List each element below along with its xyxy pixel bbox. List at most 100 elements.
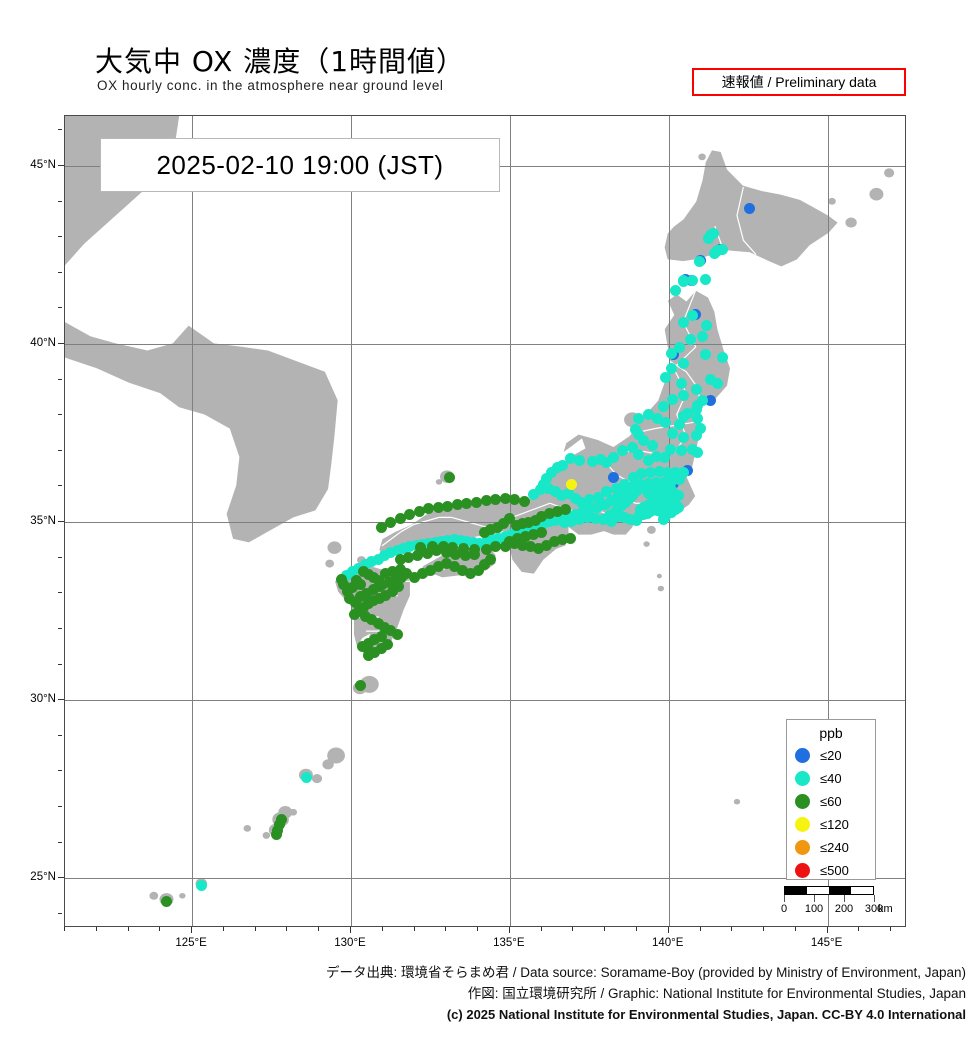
legend-item[interactable]: ≤500: [787, 859, 875, 882]
monitoring-station-point[interactable]: [444, 472, 455, 483]
monitoring-station-point[interactable]: [699, 273, 711, 285]
monitoring-station-point[interactable]: [642, 408, 654, 420]
monitoring-station-point[interactable]: [606, 495, 617, 507]
monitoring-station-point[interactable]: [704, 374, 716, 385]
monitoring-station-point[interactable]: [642, 455, 654, 467]
monitoring-station-point[interactable]: [366, 556, 378, 568]
monitoring-station-point[interactable]: [652, 412, 664, 424]
monitoring-station-point[interactable]: [598, 513, 610, 525]
monitoring-station-point[interactable]: [660, 511, 671, 523]
monitoring-station-point[interactable]: [666, 475, 678, 487]
monitoring-station-point[interactable]: [528, 488, 540, 500]
monitoring-station-point[interactable]: [593, 491, 605, 503]
monitoring-station-point[interactable]: [393, 580, 405, 592]
monitoring-station-point[interactable]: [612, 491, 624, 503]
monitoring-station-point[interactable]: [378, 621, 390, 633]
monitoring-station-point[interactable]: [696, 394, 708, 406]
monitoring-station-point[interactable]: [301, 772, 312, 784]
monitoring-station-point[interactable]: [673, 418, 685, 430]
monitoring-station-point[interactable]: [555, 489, 567, 501]
monitoring-station-point[interactable]: [448, 561, 460, 572]
monitoring-station-point[interactable]: [450, 548, 462, 560]
legend-item[interactable]: ≤120: [787, 813, 875, 836]
monitoring-station-point[interactable]: [712, 377, 724, 389]
monitoring-station-point[interactable]: [692, 447, 704, 459]
monitoring-station-point[interactable]: [544, 515, 555, 527]
monitoring-station-point[interactable]: [380, 568, 392, 580]
monitoring-station-point[interactable]: [417, 568, 428, 580]
monitoring-station-point[interactable]: [493, 532, 505, 544]
monitoring-station-point[interactable]: [340, 569, 352, 581]
monitoring-station-point[interactable]: [447, 542, 459, 554]
monitoring-station-point[interactable]: [480, 544, 492, 556]
monitoring-station-point[interactable]: [626, 441, 638, 453]
monitoring-station-point[interactable]: [355, 680, 366, 692]
monitoring-station-point[interactable]: [548, 536, 560, 548]
monitoring-station-point[interactable]: [556, 534, 568, 546]
monitoring-station-point[interactable]: [701, 319, 713, 331]
monitoring-station-point[interactable]: [604, 510, 616, 522]
monitoring-station-point[interactable]: [552, 505, 563, 517]
monitoring-station-point[interactable]: [389, 574, 401, 586]
legend-item[interactable]: ≤20: [787, 744, 875, 767]
monitoring-station-point[interactable]: [669, 285, 681, 296]
monitoring-station-point[interactable]: [504, 512, 516, 524]
monitoring-station-point[interactable]: [375, 642, 387, 654]
monitoring-station-point[interactable]: [685, 334, 697, 346]
monitoring-station-point[interactable]: [461, 536, 473, 548]
monitoring-station-point[interactable]: [442, 500, 454, 512]
monitoring-station-point[interactable]: [666, 348, 678, 360]
monitoring-station-point[interactable]: [504, 536, 516, 548]
monitoring-station-point[interactable]: [490, 541, 501, 553]
monitoring-station-point[interactable]: [550, 514, 562, 526]
monitoring-station-point[interactable]: [583, 504, 595, 515]
monitoring-station-point[interactable]: [375, 630, 387, 642]
monitoring-station-point[interactable]: [432, 501, 444, 513]
monitoring-station-point[interactable]: [382, 639, 393, 651]
monitoring-station-point[interactable]: [607, 472, 619, 483]
monitoring-station-point[interactable]: [499, 540, 511, 552]
monitoring-station-point[interactable]: [673, 489, 685, 501]
monitoring-station-point[interactable]: [633, 413, 644, 425]
monitoring-station-point[interactable]: [644, 467, 656, 479]
monitoring-station-point[interactable]: [650, 450, 662, 462]
monitoring-station-point[interactable]: [528, 529, 540, 540]
monitoring-station-point[interactable]: [413, 505, 425, 517]
monitoring-station-point[interactable]: [566, 479, 578, 491]
monitoring-station-point[interactable]: [518, 495, 530, 507]
monitoring-station-point[interactable]: [440, 546, 452, 558]
monitoring-station-point[interactable]: [509, 494, 521, 506]
monitoring-station-point[interactable]: [372, 553, 384, 565]
monitoring-station-point[interactable]: [633, 448, 644, 460]
monitoring-station-point[interactable]: [532, 543, 544, 555]
monitoring-station-point[interactable]: [391, 628, 403, 640]
monitoring-station-point[interactable]: [582, 512, 594, 524]
monitoring-station-point[interactable]: [432, 561, 444, 572]
monitoring-station-point[interactable]: [657, 400, 669, 412]
map-plot-area[interactable]: [64, 115, 906, 927]
monitoring-station-point[interactable]: [485, 524, 497, 536]
monitoring-station-point[interactable]: [552, 462, 563, 474]
monitoring-station-point[interactable]: [423, 503, 435, 514]
monitoring-station-point[interactable]: [478, 527, 490, 539]
monitoring-station-point[interactable]: [618, 512, 630, 524]
monitoring-station-point[interactable]: [696, 331, 708, 343]
monitoring-station-point[interactable]: [358, 602, 370, 613]
monitoring-station-point[interactable]: [607, 451, 619, 463]
monitoring-station-point[interactable]: [374, 580, 386, 592]
monitoring-station-point[interactable]: [362, 650, 374, 662]
monitoring-station-point[interactable]: [687, 274, 698, 286]
monitoring-station-point[interactable]: [678, 317, 690, 329]
monitoring-station-point[interactable]: [347, 582, 359, 594]
monitoring-station-point[interactable]: [717, 352, 729, 363]
monitoring-station-point[interactable]: [617, 445, 629, 457]
monitoring-station-point[interactable]: [355, 591, 366, 603]
monitoring-station-point[interactable]: [375, 521, 387, 533]
monitoring-station-point[interactable]: [677, 390, 689, 402]
monitoring-station-point[interactable]: [386, 566, 398, 578]
monitoring-station-point[interactable]: [520, 530, 532, 542]
monitoring-station-point[interactable]: [196, 879, 208, 891]
monitoring-station-point[interactable]: [478, 559, 490, 571]
monitoring-station-point[interactable]: [480, 536, 492, 548]
monitoring-station-point[interactable]: [394, 563, 406, 575]
